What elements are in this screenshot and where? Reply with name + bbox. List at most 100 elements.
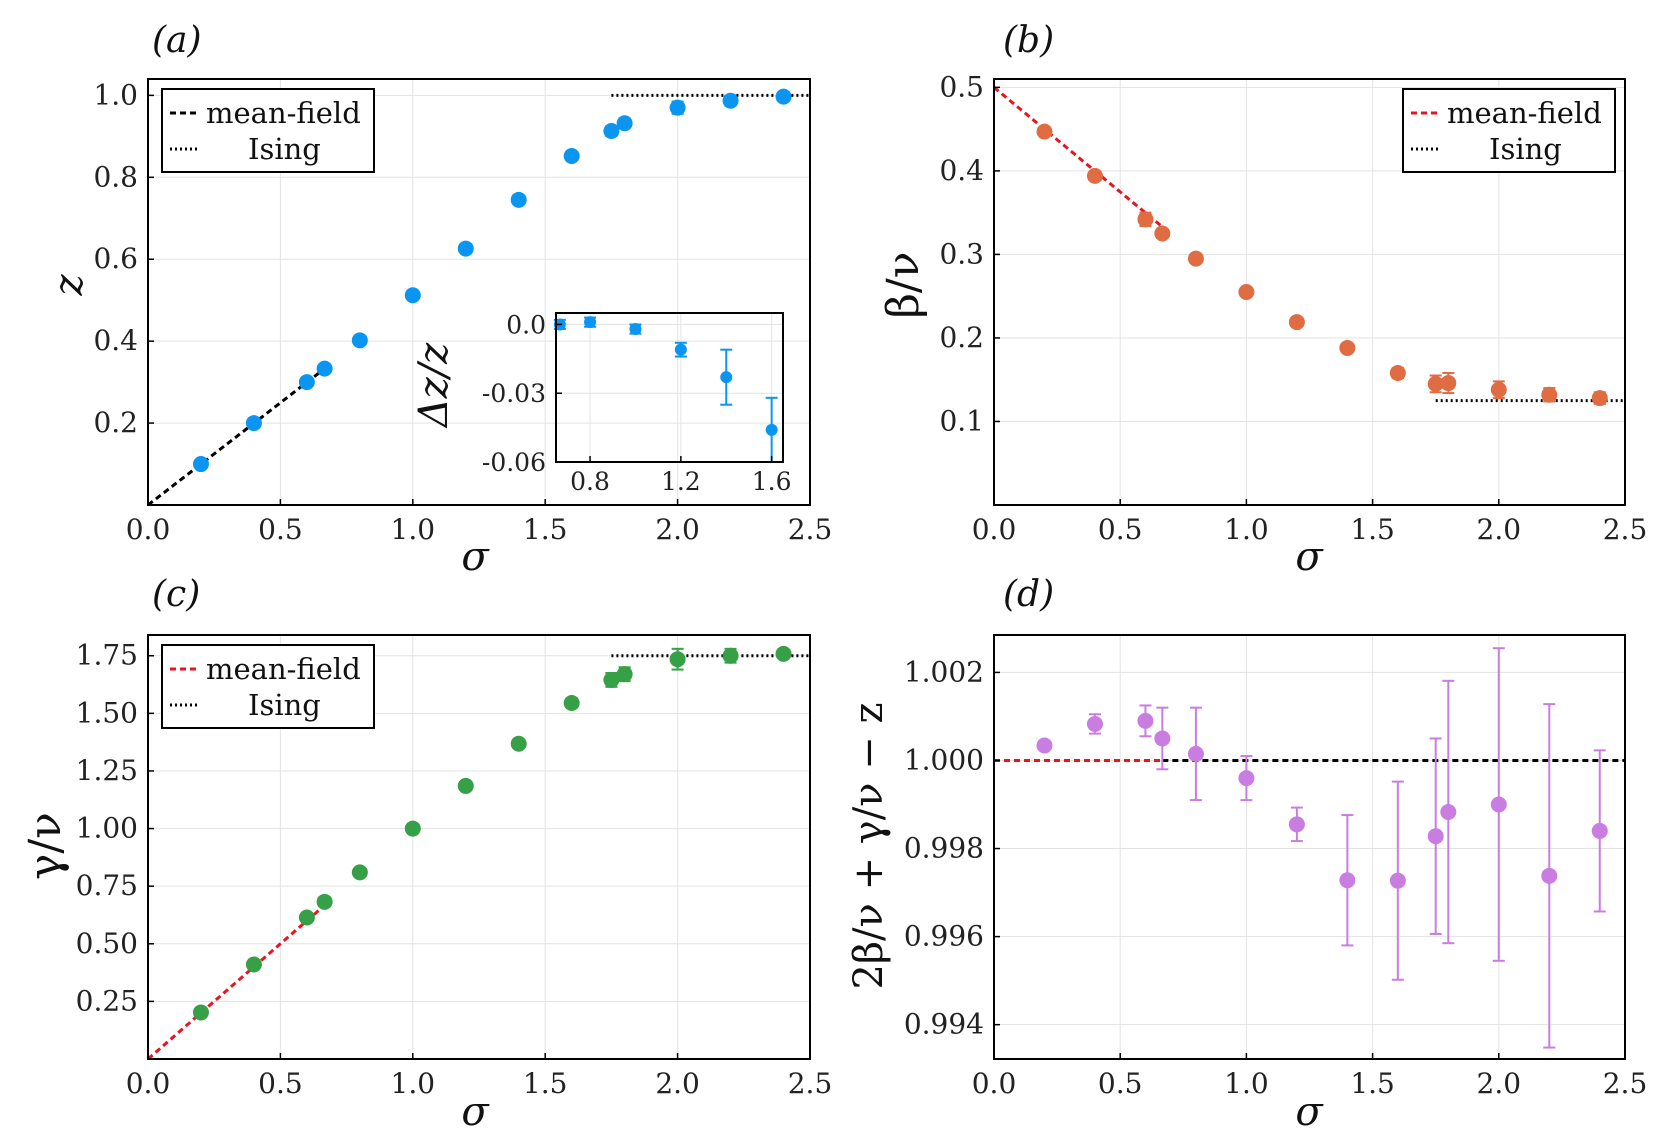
x-tick-label: 2.0 <box>655 1067 700 1100</box>
data-point <box>316 360 333 377</box>
data-point <box>510 735 527 752</box>
data-point <box>1036 123 1053 140</box>
data-point <box>1490 381 1507 398</box>
x-tick-label: 1.0 <box>391 1067 436 1100</box>
data-point <box>1490 796 1507 813</box>
y-tick-label: 0.994 <box>904 1008 984 1041</box>
y-tick-label: 0.996 <box>904 920 984 953</box>
data-point <box>722 647 739 664</box>
x-axis-label: σ <box>1295 1089 1324 1135</box>
y-tick-label: -0.06 <box>482 448 546 477</box>
x-tick-label: 2.5 <box>788 513 833 546</box>
data-point <box>510 191 527 208</box>
y-tick-label: 0.0 <box>506 310 546 339</box>
panel-label: (c) <box>152 574 200 615</box>
data-point <box>775 645 792 662</box>
y-tick-label: 1.75 <box>76 639 138 672</box>
data-point <box>669 651 686 668</box>
x-tick-label: 2.0 <box>655 513 700 546</box>
x-tick-label: 1.5 <box>523 513 568 546</box>
legend-box <box>1402 88 1616 173</box>
x-tick-label: 1.0 <box>391 513 436 546</box>
data-point <box>404 287 421 304</box>
data-point <box>1137 712 1154 729</box>
y-tick-label: 1.50 <box>76 696 138 729</box>
legend-label-mean-field: mean-field <box>206 96 361 130</box>
x-tick-label: 2.5 <box>788 1067 833 1100</box>
panel-label: (a) <box>152 20 202 61</box>
legend-label-mean-field: mean-field <box>206 652 361 686</box>
reference-line-mean-field <box>147 367 326 507</box>
legend-box <box>161 644 375 729</box>
data-point <box>351 864 368 881</box>
data-point <box>563 148 580 165</box>
inset-frame <box>555 312 784 463</box>
x-tick-label: 1.5 <box>1350 1067 1395 1100</box>
x-tick-label: 2.5 <box>1603 513 1648 546</box>
data-point <box>603 123 620 140</box>
legend: mean-field Ising <box>1402 88 1616 173</box>
data-point <box>457 240 474 257</box>
y-tick-label: 1.0 <box>93 78 138 111</box>
data-point <box>192 456 209 473</box>
data-point <box>1541 867 1558 884</box>
data-point <box>720 371 733 384</box>
data-point <box>1591 390 1608 407</box>
y-axis-label: 2β/ν + γ/ν − z <box>846 702 892 989</box>
data-point <box>1591 822 1608 839</box>
y-axis-label: β/ν <box>878 251 929 318</box>
x-axis-label: σ <box>1295 534 1324 580</box>
x-tick-label: 2.5 <box>1603 1067 1648 1100</box>
data-point <box>584 316 597 329</box>
x-tick-label: 0.5 <box>1098 513 1143 546</box>
y-tick-label: 1.002 <box>904 655 984 688</box>
data-point <box>775 88 792 105</box>
x-tick-label: 1.6 <box>752 467 792 496</box>
data-point <box>298 909 315 926</box>
data-point <box>351 332 368 349</box>
data-point <box>1288 816 1305 833</box>
y-axis-label: γ/ν <box>20 812 71 880</box>
y-tick-label: 1.00 <box>76 812 138 845</box>
data-point <box>1036 737 1053 754</box>
legend: mean-field Ising <box>161 88 375 173</box>
data-point <box>1154 225 1171 242</box>
data-point <box>765 423 778 436</box>
data-point <box>629 323 642 336</box>
data-point <box>1427 375 1444 392</box>
x-tick-label: 1.2 <box>661 467 701 496</box>
y-tick-label: 1.25 <box>76 754 138 787</box>
y-tick-label: 1.000 <box>904 743 984 776</box>
plot-frame <box>993 78 1626 506</box>
x-tick-label: 0.0 <box>126 1067 171 1100</box>
data-point <box>1440 803 1457 820</box>
plot-frame <box>993 634 1626 1060</box>
data-point <box>616 666 633 683</box>
panel-label: (b) <box>1003 20 1054 61</box>
x-tick-label: 0.5 <box>258 513 303 546</box>
data-point <box>457 777 474 794</box>
data-point <box>616 115 633 132</box>
data-point <box>1288 314 1305 331</box>
data-point <box>192 1004 209 1021</box>
legend-label-ising: Ising <box>248 688 321 722</box>
data-point <box>1389 872 1406 889</box>
data-point <box>1389 365 1406 382</box>
x-tick-label: 0.8 <box>570 467 610 496</box>
legend-label-ising: Ising <box>1489 132 1562 166</box>
x-axis-label: σ <box>461 1089 490 1135</box>
legend-label-mean-field: mean-field <box>1447 96 1602 130</box>
data-point <box>674 343 687 356</box>
x-tick-label: 0.0 <box>972 1067 1017 1100</box>
x-tick-label: 0.0 <box>126 513 171 546</box>
y-tick-label: 0.1 <box>939 404 984 437</box>
plot-frame <box>147 78 811 506</box>
x-tick-label: 0.5 <box>258 1067 303 1100</box>
data-point <box>1541 386 1558 403</box>
y-tick-label: 0.75 <box>76 869 138 902</box>
x-tick-label: 1.0 <box>1224 513 1269 546</box>
data-point <box>1086 715 1103 732</box>
data-point <box>1427 828 1444 845</box>
x-tick-label: 2.0 <box>1477 513 1522 546</box>
data-point <box>245 956 262 973</box>
